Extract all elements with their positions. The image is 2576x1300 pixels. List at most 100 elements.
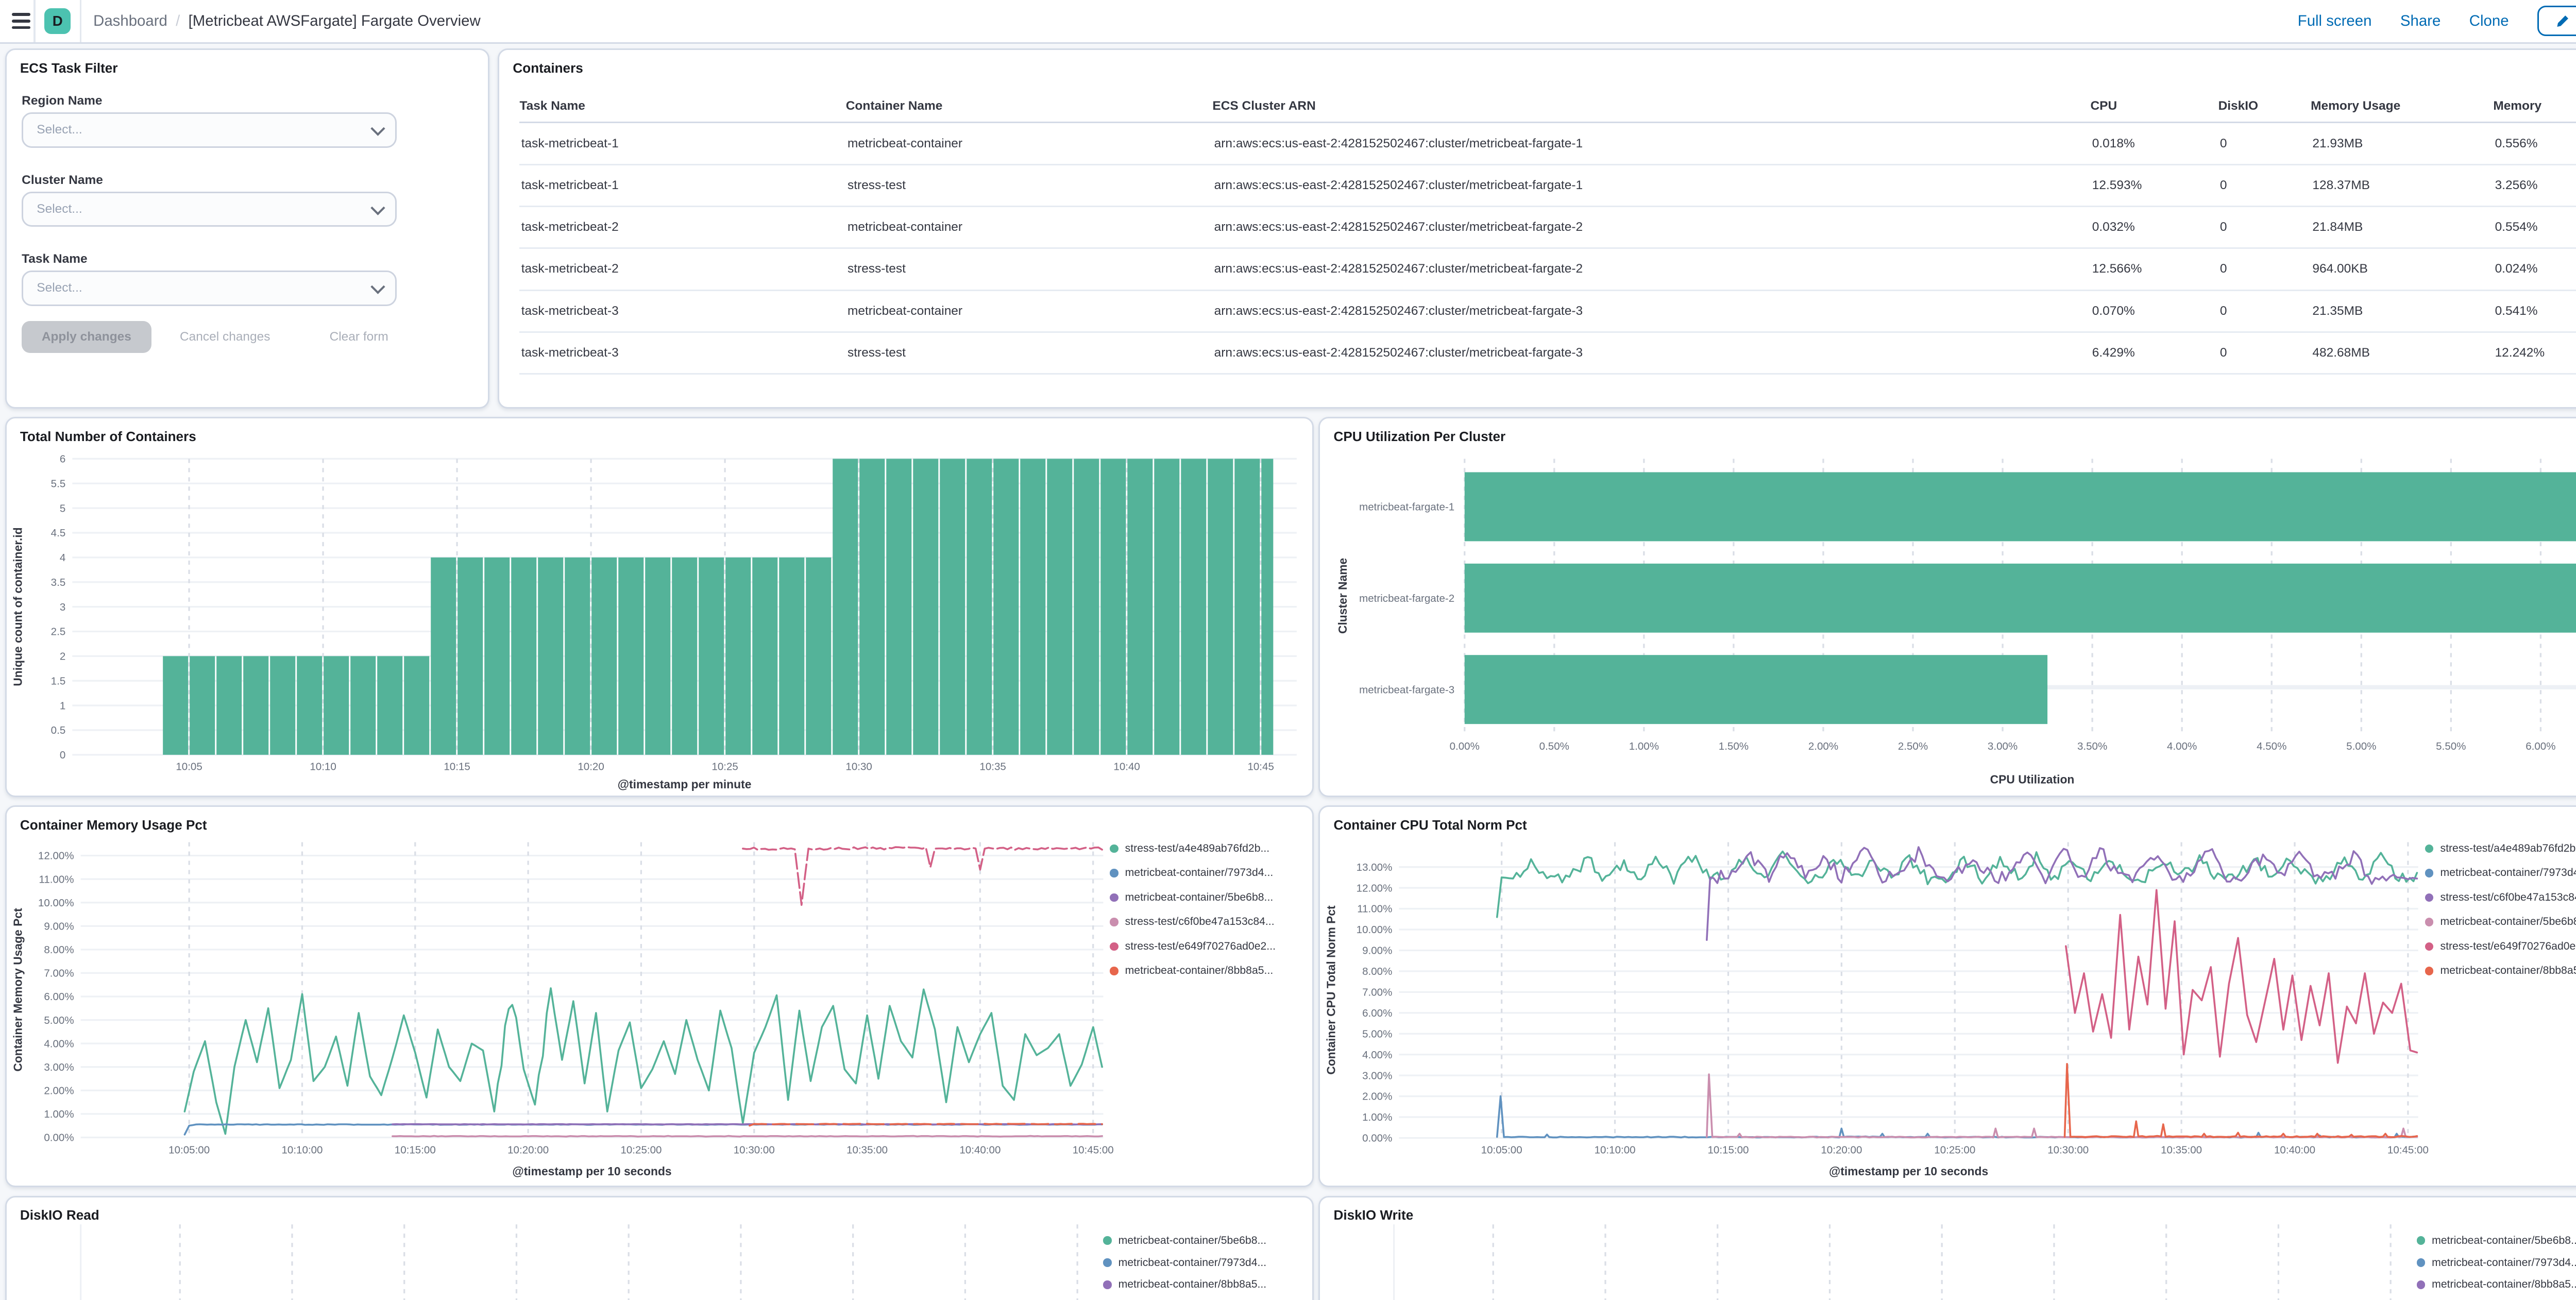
svg-text:1.00%: 1.00% (1362, 1112, 1392, 1124)
legend-item[interactable]: stress-test/e649f70276ad0e2... (2425, 940, 2576, 953)
svg-text:1.00%: 1.00% (44, 1108, 74, 1120)
svg-text:9.00%: 9.00% (1362, 945, 1392, 957)
legend-item[interactable]: metricbeat-container/5be6b8... (1110, 891, 1276, 904)
table-cell: task-metricbeat-2 (519, 206, 845, 248)
legend-label: stress-test/a4e489ab76fd2b... (2440, 842, 2576, 855)
svg-text:1: 1 (60, 700, 65, 712)
legend-item[interactable]: metricbeat-container/5be6b8... (1103, 1235, 1266, 1247)
table-cell: arn:aws:ecs:us-east-2:428152502467:clust… (1212, 164, 2090, 206)
svg-text:metricbeat-fargate-1: metricbeat-fargate-1 (1360, 501, 1455, 513)
column-header: Container Name (846, 92, 1213, 123)
legend-dot-icon (2425, 869, 2433, 877)
svg-text:0.00%: 0.00% (1362, 1133, 1392, 1144)
legend-item[interactable]: metricbeat-container/7973d4... (2417, 1257, 2576, 1269)
share-button[interactable]: Share (2400, 12, 2441, 30)
legend-item[interactable]: stress-test/a4e489ab76fd2b... (2425, 842, 2576, 855)
cluster-name-select[interactable]: Select... (22, 192, 397, 227)
task-name-select[interactable]: Select... (22, 271, 397, 306)
table-cell: 964.00KB (2311, 248, 2493, 290)
column-header: Task Name (519, 92, 845, 123)
apply-changes-button[interactable]: Apply changes (22, 321, 151, 353)
legend-dot-icon (1103, 1280, 1111, 1289)
legend-item[interactable]: metricbeat-container/7973d4... (1103, 1257, 1266, 1269)
legend-item[interactable]: stress-test/e649f70276ad0e2... (1110, 940, 1276, 953)
legend-item[interactable]: metricbeat-container/5be6b8... (2417, 1235, 2576, 1247)
diskio-read-chart[interactable]: metricbeat-container/5be6b8... metricbeat… (7, 1197, 1312, 1300)
legend-item[interactable]: metricbeat-container/8bb8a5... (1110, 965, 1276, 977)
space-avatar[interactable]: D (44, 8, 71, 35)
svg-text:2.00%: 2.00% (44, 1085, 74, 1097)
table-cell: stress-test (846, 164, 1213, 206)
clear-form-button[interactable]: Clear form (330, 321, 388, 353)
svg-text:10:05:00: 10:05:00 (1481, 1144, 1522, 1156)
table-cell: arn:aws:ecs:us-east-2:428152502467:clust… (1212, 290, 2090, 332)
legend-item[interactable]: stress-test/a4e489ab76fd2b... (1110, 842, 1276, 855)
legend-item[interactable]: stress-test/c6f0be47a153c84... (2425, 891, 2576, 904)
legend-dot-icon (1103, 1236, 1111, 1244)
menu-icon[interactable] (0, 0, 33, 42)
legend-label: stress-test/a4e489ab76fd2b... (1125, 842, 1270, 855)
svg-text:8.00%: 8.00% (44, 944, 74, 956)
legend-label: stress-test/e649f70276ad0e2... (2440, 940, 2576, 953)
svg-text:10:20: 10:20 (578, 761, 604, 773)
region-name-label: Region Name (22, 94, 102, 108)
full-screen-button[interactable]: Full screen (2298, 12, 2372, 30)
legend-item[interactable]: metricbeat-container/8bb8a5... (2417, 1278, 2576, 1291)
legend-label: metricbeat-container/7973d4... (1118, 1257, 1267, 1269)
legend-dot-icon (2425, 918, 2433, 926)
svg-text:10:45: 10:45 (1247, 761, 1274, 773)
legend-label: stress-test/e649f70276ad0e2... (1125, 940, 1276, 953)
legend-item[interactable]: metricbeat-container/7973d4... (1110, 867, 1276, 879)
legend-item[interactable]: stress-test/c6f0be47a153c84... (1110, 916, 1276, 928)
chevron-down-icon (370, 280, 385, 295)
diskio-write-chart[interactable]: metricbeat-container/5be6b8... metricbeat… (1320, 1197, 2576, 1300)
clone-button[interactable]: Clone (2469, 12, 2509, 30)
chevron-down-icon (370, 122, 385, 137)
table-cell: arn:aws:ecs:us-east-2:428152502467:clust… (1212, 206, 2090, 248)
panel-diskio-write: DiskIO Write metricbeat-container/5be6b8… (1318, 1196, 2576, 1300)
svg-text:3: 3 (60, 601, 65, 613)
legend-item[interactable]: metricbeat-container/7973d4... (2425, 867, 2576, 879)
legend-dot-icon (1110, 918, 1118, 926)
table-cell: 21.84MB (2311, 206, 2493, 248)
table-cell: 0.070% (2090, 290, 2218, 332)
legend-item[interactable]: metricbeat-container/8bb8a5... (2425, 965, 2576, 977)
legend-item[interactable]: metricbeat-container/5be6b8... (2425, 916, 2576, 928)
select-placeholder: Select... (37, 281, 82, 295)
svg-text:6: 6 (60, 453, 65, 465)
memory-usage-chart[interactable]: 0.00%1.00%2.00%3.00%4.00%5.00%6.00%7.00%… (7, 807, 1312, 1186)
region-name-select[interactable]: Select... (22, 112, 397, 148)
legend-dot-icon (1103, 1258, 1111, 1267)
divider (33, 0, 35, 42)
svg-text:4.50%: 4.50% (2257, 740, 2286, 752)
svg-text:@timestamp per minute: @timestamp per minute (618, 778, 752, 791)
cpu-total-norm-chart[interactable]: 0.00%1.00%2.00%3.00%4.00%5.00%6.00%7.00%… (1320, 807, 2576, 1186)
svg-text:10.00%: 10.00% (1357, 924, 1393, 936)
breadcrumb-separator: / (176, 12, 180, 30)
legend-label: stress-test/c6f0be47a153c84... (1125, 916, 1275, 928)
svg-text:Container Memory Usage Pct: Container Memory Usage Pct (11, 908, 24, 1072)
select-placeholder: Select... (37, 202, 82, 216)
cancel-changes-button[interactable]: Cancel changes (180, 321, 270, 353)
legend-dot-icon (2417, 1280, 2425, 1289)
svg-text:5.5: 5.5 (50, 478, 65, 490)
legend-label: metricbeat-container/8bb8a5... (1125, 965, 1274, 977)
top-navigation-bar: D Dashboard / [Metricbeat AWSFargate] Fa… (0, 0, 2576, 44)
cpu-per-cluster-chart[interactable]: 0.00%0.50%1.00%1.50%2.00%2.50%3.00%3.50%… (1320, 418, 2576, 796)
svg-text:2: 2 (60, 651, 65, 663)
svg-text:0: 0 (60, 749, 65, 761)
table-cell: 0 (2218, 164, 2311, 206)
column-header: Memory Usage (2311, 92, 2493, 123)
svg-text:2.00%: 2.00% (1808, 740, 1838, 752)
table-cell: 0 (2218, 206, 2311, 248)
legend-item[interactable]: metricbeat-container/8bb8a5... (1103, 1278, 1266, 1291)
edit-button[interactable]: Edit (2537, 6, 2576, 36)
legend-dot-icon (1110, 967, 1118, 975)
breadcrumb-dashboard[interactable]: Dashboard (93, 12, 167, 30)
panel-title: Containers (513, 60, 583, 76)
table-cell: 3.256% (2493, 164, 2576, 206)
